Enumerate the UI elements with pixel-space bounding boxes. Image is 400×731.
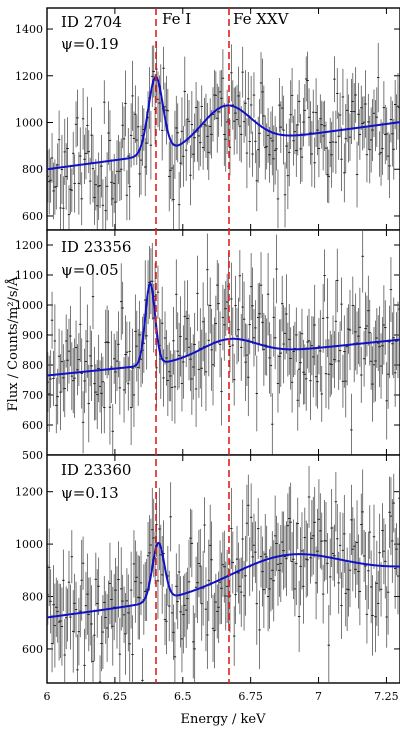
x-tick-label: 6.5 [174,690,192,703]
fe-xxv-label: Fe XXV [233,10,290,28]
panel-2-y-tick-label: 1000 [15,299,43,312]
panel-3-model-curve [46,541,400,619]
x-tick-label: 6.25 [103,690,128,703]
y-axis-title: Flux / Counts/m²/s/Å [5,276,21,411]
panel-2-model-curve [46,282,400,377]
panel-1-data [46,41,400,230]
panel-2-y-tick-label: 700 [22,389,43,402]
panel-1-y-tick-label: 800 [22,163,43,176]
panel-3-y-tick-label: 1200 [15,486,43,499]
panel-2-y-tick-label: 800 [22,359,43,372]
fe-i-label: Fe I [162,10,191,28]
x-tick-label: 7.25 [374,690,399,703]
x-tick-label: 7 [315,690,322,703]
panel-1: 600 800 1000 1200 1400 ID 2704 ψ=0.19 Fe I Fe X… [15,7,400,231]
x-tick-label: 6 [44,690,51,703]
panel-2: 500 600 700 800 900 1000 1100 1200 ID 23356 ψ=0.… [15,229,400,462]
panel-3-y-tick-label: 600 [22,643,43,656]
panel-3-data [46,465,400,683]
panel-3-phase-label: ψ=0.13 [61,484,119,502]
panel-2-y-tick-label: 500 [22,449,43,462]
panel-1-id-label: ID 2704 [61,13,122,31]
x-tick-label: 6.75 [238,690,263,703]
panel-2-y-tick-label: 1100 [15,269,43,282]
panel-2-phase-label: ψ=0.05 [61,261,119,279]
x-axis-tick-labels: 6 6.25 6.5 6.75 7 7.25 [44,690,399,703]
panel-1-phase-label: ψ=0.19 [61,35,119,53]
panel-1-y-tick-label: 600 [22,210,43,223]
panel-1-y-tick-label: 1400 [15,23,43,36]
panel-1-model-curve [46,75,400,171]
panel-2-y-tick-label: 1200 [15,239,43,252]
panel-1-y-tick-label: 1200 [15,70,43,83]
panel-3-y-tick-label: 1000 [15,538,43,551]
panel-3: 600 800 1000 1200 ID 23360 ψ=0.13 [15,454,400,684]
panel-3-ticks: 600 800 1000 1200 [15,455,400,683]
panel-3-frame [46,454,400,684]
panel-1-y-tick-label: 1000 [15,117,43,130]
panel-2-id-label: ID 23356 [61,238,131,256]
panel-3-id-label: ID 23360 [61,461,131,479]
x-axis-title: Energy / keV [180,712,266,727]
panel-2-ticks: 500 600 700 800 900 1000 1100 1200 [15,230,400,462]
panel-2-y-tick-label: 600 [22,419,43,432]
panel-3-y-tick-label: 800 [22,591,43,604]
panel-2-y-tick-label: 900 [22,329,43,342]
